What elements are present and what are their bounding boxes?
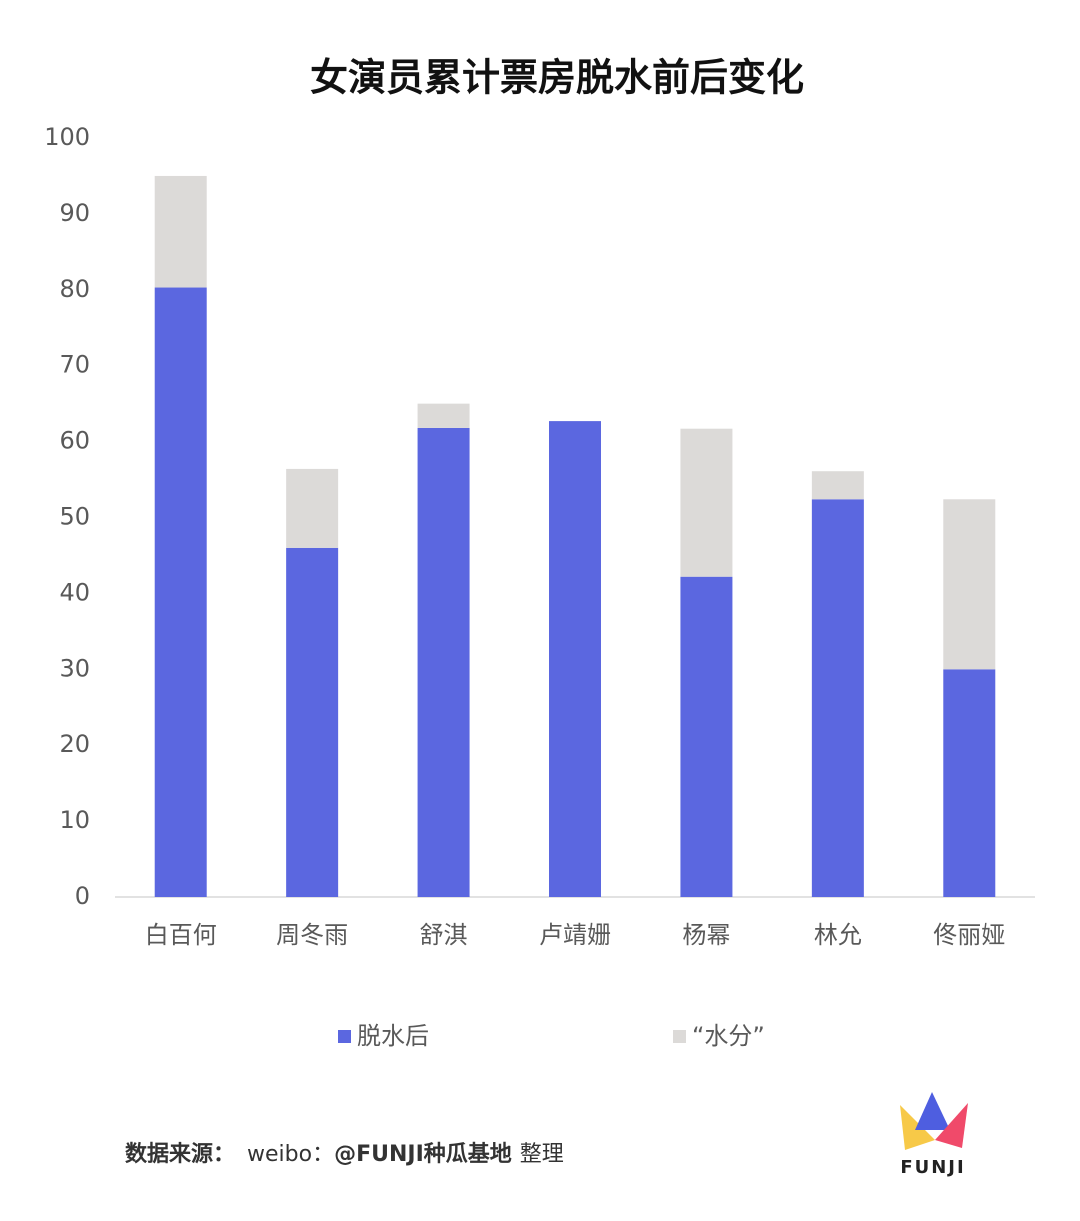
y-tick-label: 0 (75, 882, 90, 910)
logo: FUNJI (900, 1092, 968, 1178)
footer-note: 整理 (520, 1142, 564, 1167)
logo-shape (935, 1103, 968, 1148)
bar-segment (286, 547, 339, 897)
footer-source: 数据来源： (125, 1141, 235, 1167)
logo-text: FUNJI (900, 1157, 965, 1178)
chart-title: 女演员累计票房脱水前后变化 (310, 56, 804, 100)
bar-segment (811, 499, 864, 897)
logo-shape (915, 1092, 950, 1130)
y-tick-label: 40 (59, 578, 90, 606)
bar-segment (680, 576, 733, 897)
y-tick-label: 70 (59, 351, 90, 379)
bar-segment (286, 468, 339, 548)
x-tick-label: 林允 (814, 921, 862, 949)
bar-segment (943, 669, 996, 897)
bar-segment (943, 499, 996, 670)
footer: 数据来源： weibo：@FUNJI种瓜基地 整理 (125, 1141, 564, 1167)
y-tick-label: 80 (59, 275, 90, 303)
bar-segment (417, 403, 470, 428)
x-tick-label: 佟丽娅 (933, 921, 1005, 949)
x-tick-label: 白百何 (145, 921, 217, 949)
y-tick-label: 50 (59, 503, 90, 531)
bar-segment (549, 421, 601, 897)
footer-account: @FUNJI种瓜基地 (334, 1142, 512, 1167)
y-tick-label: 90 (59, 199, 90, 227)
legend-swatch (673, 1030, 686, 1043)
y-tick-label: 100 (44, 123, 90, 151)
footer-platform: weibo： (247, 1142, 334, 1167)
bar-segment (154, 175, 207, 288)
y-tick-label: 20 (59, 730, 90, 758)
legend-label: “水分” (692, 1022, 765, 1050)
x-tick-label: 杨幂 (682, 921, 730, 949)
y-tick-label: 30 (59, 654, 90, 682)
x-tick-label: 周冬雨 (276, 921, 348, 949)
bar-segment (811, 471, 864, 500)
bar-segment (680, 428, 733, 577)
y-tick-label: 10 (59, 806, 90, 834)
bar-segment (417, 427, 470, 897)
x-tick-label: 舒淇 (420, 921, 468, 949)
x-tick-label: 卢靖姗 (539, 921, 611, 949)
legend-label: 脱水后 (357, 1022, 429, 1050)
y-tick-label: 60 (59, 427, 90, 455)
bar-segment (154, 287, 207, 897)
legend-swatch (338, 1030, 351, 1043)
